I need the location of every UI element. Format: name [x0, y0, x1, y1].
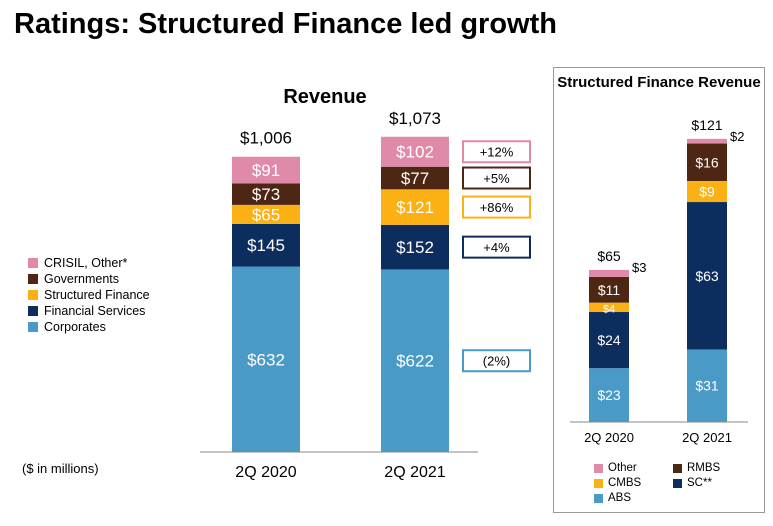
bar-total-label: $1,006: [240, 129, 292, 148]
sf-legend-swatch: [673, 463, 682, 473]
sf-bar-data-label: $2: [730, 129, 744, 144]
legend-swatch: [28, 306, 38, 316]
sf-bar-data-label: $9: [699, 184, 715, 200]
sf-legend-swatch: [594, 493, 603, 503]
change-box: [462, 195, 531, 219]
sf-legend-item: ABS: [594, 492, 631, 504]
bar-segment: [381, 269, 449, 452]
sf-bar-data-label: $3: [632, 260, 646, 275]
sf-legend-item: RMBS: [673, 462, 720, 474]
sf-x-tick-label: 2Q 2021: [682, 430, 732, 445]
legend-swatch: [28, 258, 38, 268]
sf-bar-data-label: $24: [597, 332, 621, 348]
bar-segment: [232, 223, 300, 267]
legend-item: Structured Finance: [28, 288, 150, 302]
structured-finance-chart-title: Structured Finance Revenue: [557, 74, 761, 91]
sf-bar-segment: [589, 312, 629, 369]
bar-total-label: $1,073: [389, 109, 441, 128]
bar-data-label: $65: [252, 205, 280, 224]
change-box: [462, 140, 531, 164]
legend-item: Financial Services: [28, 304, 145, 318]
sf-legend-swatch: [594, 478, 603, 488]
sf-legend-item: CMBS: [594, 477, 641, 489]
change-label: +5%: [483, 171, 510, 186]
bar-data-label: $91: [252, 161, 280, 180]
sf-bar-data-label: $4: [603, 303, 615, 315]
bar-data-label: $622: [396, 352, 434, 371]
change-label: +4%: [483, 240, 510, 255]
bar-segment: [381, 224, 449, 270]
bar-segment: [381, 189, 449, 225]
sf-legend-label: Other: [608, 462, 637, 474]
sf-bar-data-label: $11: [598, 282, 621, 298]
bar-segment: [381, 136, 449, 167]
change-label: +86%: [480, 200, 514, 215]
bar-segment: [232, 204, 300, 224]
legend-item: Corporates: [28, 320, 106, 334]
change-label: +12%: [480, 145, 514, 160]
bar-data-label: $152: [396, 238, 434, 257]
sf-legend-label: ABS: [608, 492, 632, 504]
x-tick-label: 2Q 2021: [384, 464, 445, 481]
revenue-chart-title: Revenue: [283, 86, 367, 108]
legend-label: Financial Services: [44, 304, 146, 318]
bar-data-label: $77: [401, 169, 429, 188]
legend-item: CRISIL, Other*: [28, 256, 127, 270]
bar-data-label: $73: [252, 185, 280, 204]
sf-legend-label: CMBS: [608, 477, 642, 489]
sf-bar-segment: [687, 138, 727, 144]
sf-bar-segment: [687, 143, 727, 181]
sf-bar-segment: [589, 368, 629, 422]
legend-swatch: [28, 290, 38, 300]
sf-bar-segment: [589, 276, 629, 303]
bar-segment: [232, 156, 300, 184]
bar-data-label: $102: [396, 143, 434, 162]
structured-finance-panel: [553, 67, 765, 513]
sf-bar-total-label: $65: [597, 248, 621, 264]
sf-legend-swatch: [594, 463, 603, 473]
bar-data-label: $121: [396, 198, 434, 217]
change-box: [462, 166, 531, 190]
legend-item: Governments: [28, 272, 119, 286]
sf-bar-data-label: $16: [695, 154, 719, 170]
legend-label: Corporates: [44, 320, 106, 334]
change-label: (2%): [483, 354, 510, 369]
bar-data-label: $145: [247, 236, 285, 255]
page-title: Ratings: Structured Finance led growth: [14, 8, 557, 40]
sf-bar-data-label: $23: [597, 387, 621, 403]
sf-legend-label: RMBS: [687, 462, 721, 474]
legend-label: Governments: [44, 272, 120, 286]
sf-legend-label: SC**: [687, 477, 712, 489]
sf-bar-data-label: $31: [695, 378, 719, 394]
legend-swatch: [28, 322, 38, 332]
sf-bar-segment: [589, 302, 629, 313]
x-tick-label: 2Q 2020: [235, 464, 296, 481]
bar-segment: [232, 183, 300, 205]
sf-bar-segment: [687, 180, 727, 203]
change-box: [462, 235, 531, 259]
sf-legend-swatch: [673, 478, 682, 488]
legend-label: Structured Finance: [44, 288, 150, 302]
change-box: [462, 349, 531, 373]
bar-data-label: $632: [247, 350, 285, 369]
sf-legend-item: SC**: [673, 477, 712, 489]
sf-bar-segment: [687, 202, 727, 350]
sf-bar-total-label: $121: [691, 117, 722, 133]
sf-x-tick-label: 2Q 2020: [584, 430, 634, 445]
sf-bar-data-label: $63: [695, 268, 719, 284]
legend-label: CRISIL, Other*: [44, 256, 128, 270]
sf-legend-item: Other: [594, 462, 637, 474]
bar-segment: [381, 166, 449, 190]
units-note: ($ in millions): [22, 461, 99, 476]
sf-bar-segment: [687, 349, 727, 422]
sf-bar-segment: [589, 269, 629, 277]
bar-segment: [232, 266, 300, 452]
legend-swatch: [28, 274, 38, 284]
